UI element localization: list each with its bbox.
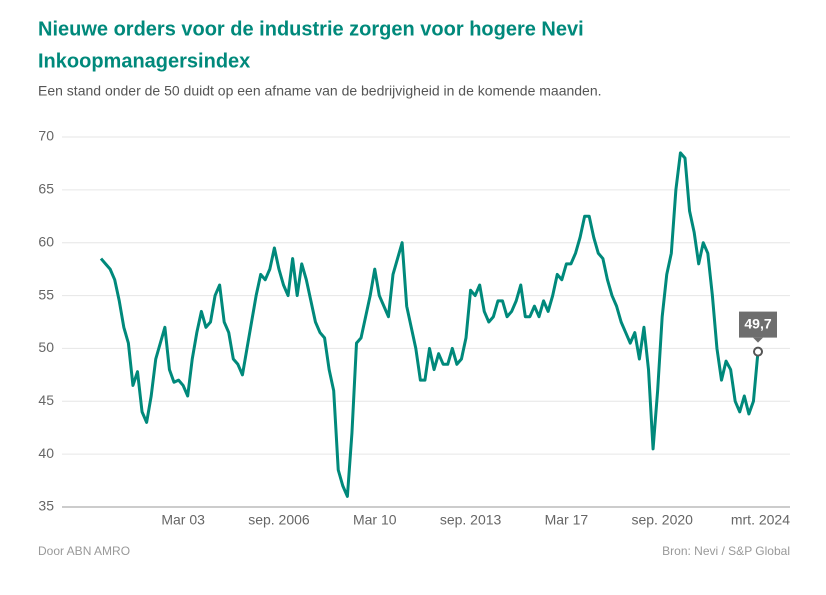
x-tick-label: Mar 03	[161, 512, 205, 528]
x-tick-label: sep. 2020	[631, 512, 693, 528]
x-tick-label: mrt. 2024	[731, 512, 790, 528]
y-tick-label: 60	[38, 233, 54, 249]
value-label: 49,7	[744, 315, 771, 331]
y-tick-label: 40	[38, 445, 54, 461]
x-tick-label: Mar 17	[545, 512, 589, 528]
data-line	[99, 151, 760, 498]
y-tick-label: 45	[38, 392, 54, 408]
y-tick-label: 50	[38, 339, 54, 355]
point-marker	[753, 346, 763, 357]
chart-title-line: Inkoopmanagersindex	[38, 50, 250, 72]
x-tick-label: Mar 10	[353, 512, 397, 528]
label-pointer	[753, 337, 763, 343]
chart-subtitle: Een stand onder de 50 duidt op een afnam…	[38, 83, 602, 99]
y-tick-label: 65	[38, 181, 54, 197]
chart-title-line: Nieuwe orders voor de industrie zorgen v…	[38, 18, 584, 40]
y-tick-label: 70	[38, 128, 54, 144]
x-tick-label: sep. 2006	[248, 512, 310, 528]
label-box	[739, 311, 777, 338]
credit: Door ABN AMRO	[38, 544, 130, 558]
y-tick-label: 55	[38, 286, 54, 302]
source: Bron: Nevi / S&P Global	[662, 544, 790, 558]
y-tick-label: 35	[38, 498, 54, 514]
x-tick-label: sep. 2013	[440, 512, 502, 528]
